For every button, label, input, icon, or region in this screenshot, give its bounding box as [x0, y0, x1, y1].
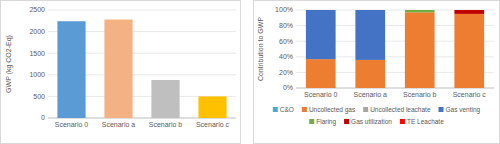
- grid-line: [48, 10, 236, 11]
- bar-segment: [454, 14, 484, 88]
- legend-item: C&O: [273, 106, 294, 113]
- bar-segment: [355, 10, 385, 60]
- legend-swatch: [344, 119, 349, 124]
- x-tick-label: Scenario c: [196, 121, 230, 128]
- bar-segment: [355, 60, 385, 88]
- legend-swatch: [400, 119, 405, 124]
- x-tick-label: Scenario 0: [304, 91, 338, 98]
- y-tick-label: 1000: [29, 71, 45, 78]
- legend-item: Uncollected gas: [302, 106, 356, 114]
- y-tick-label: 40%: [279, 53, 293, 60]
- bar-segment: [405, 12, 435, 88]
- legend-label: C&O: [280, 106, 294, 113]
- figure: 0 500 1000 1500 2000 2500 GWP (kg CO2-Eq) Scena…: [0, 0, 500, 144]
- x-tick-label: Scenario 0: [55, 121, 89, 128]
- legend-item: Uncollected leachate: [363, 106, 431, 113]
- x-tick-label: Scenario b: [403, 91, 437, 98]
- x-tick-label: Scenario a: [102, 121, 136, 128]
- bar-segment: [405, 10, 435, 11]
- plot-marks: [306, 10, 484, 88]
- legend-item: Gas venting: [439, 106, 481, 114]
- y-axis-title: GWP (kg CO2-Eq): [5, 35, 13, 93]
- bar: [151, 80, 179, 118]
- plot-marks: [57, 20, 226, 118]
- legend-swatch: [363, 107, 368, 112]
- panel-frame: [254, 1, 500, 144]
- bar-segment: [355, 10, 385, 11]
- bar-segment: [355, 10, 385, 11]
- bar-segment: [306, 10, 336, 11]
- bar: [57, 21, 85, 118]
- bar-segment: [405, 10, 435, 11]
- y-tick-label: 100%: [275, 6, 293, 13]
- legend-swatch: [439, 107, 444, 112]
- bar-segment: [306, 10, 336, 11]
- legend-item: Gas utilization: [344, 118, 392, 125]
- legend-label: Gas venting: [446, 106, 481, 114]
- y-tick-label: 2500: [29, 6, 45, 13]
- bar-segment: [355, 10, 385, 11]
- x-tick-label: Scenario a: [354, 91, 388, 98]
- x-tick-label: Scenario b: [149, 121, 183, 128]
- x-tick-label: Scenario c: [453, 91, 487, 98]
- legend-label: TE Leachate: [407, 118, 444, 125]
- y-tick-label: 20%: [279, 69, 293, 76]
- legend-item: TE Leachate: [400, 118, 444, 125]
- y-tick-label: 60%: [279, 38, 293, 45]
- legend-label: Gas utilization: [351, 118, 392, 125]
- y-tick-label: 80%: [279, 22, 293, 29]
- bar: [198, 96, 226, 118]
- legend-label: Uncollected gas: [309, 106, 356, 114]
- panel-frame: [1, 1, 241, 144]
- bar-segment: [454, 10, 484, 11]
- y-tick-label: 0: [41, 114, 45, 121]
- y-tick-label: 1500: [29, 50, 45, 57]
- legend-label: Flaring: [316, 118, 336, 126]
- bar-segment: [405, 10, 435, 12]
- bar: [104, 20, 132, 118]
- legend-item: Flaring: [309, 118, 336, 126]
- y-tick-label: 0%: [283, 84, 293, 91]
- y-tick-label: 2000: [29, 28, 45, 35]
- legend-label: Uncollected leachate: [370, 106, 431, 113]
- legend-swatch: [302, 107, 307, 112]
- bar-segment: [306, 10, 336, 11]
- y-axis-title: Contribution to GWP: [257, 17, 264, 82]
- bar-segment: [306, 59, 336, 88]
- legend-swatch: [309, 119, 314, 124]
- y-tick-label: 500: [33, 93, 45, 100]
- bar-segment: [306, 10, 336, 59]
- bar-segment: [454, 10, 484, 14]
- legend-swatch: [273, 107, 278, 112]
